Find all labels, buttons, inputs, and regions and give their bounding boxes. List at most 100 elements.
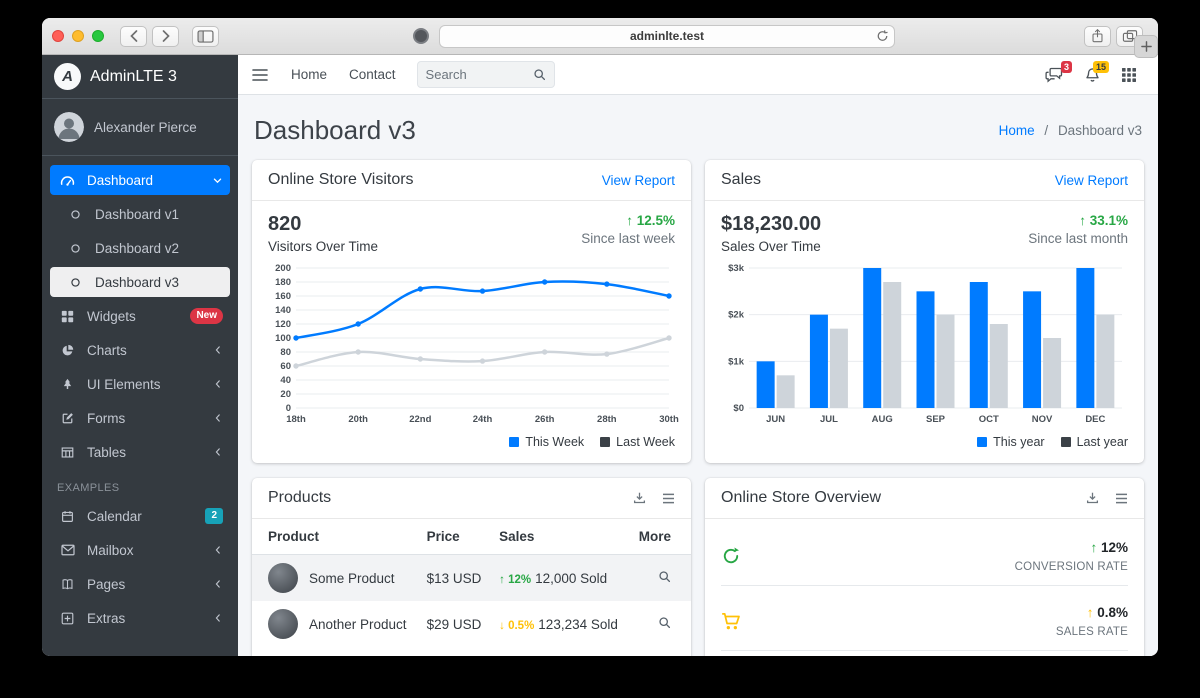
visitors-delta: ↑ 12.5% [626, 213, 675, 228]
view-report-link[interactable]: View Report [601, 172, 675, 188]
calendar-count-badge: 2 [205, 508, 223, 524]
widgets-new-badge: New [190, 308, 223, 324]
refresh-icon [721, 546, 741, 566]
sales-stats: $18,230.00 Sales Over Time ↑ 33.1% Since… [721, 213, 1128, 254]
sidebar-item-calendar[interactable]: Calendar 2 [50, 501, 230, 531]
sidebar-item-forms[interactable]: Forms [50, 403, 230, 433]
user-panel[interactable]: Alexander Pierce [42, 99, 238, 156]
edit-icon [57, 412, 78, 425]
view-report-link[interactable]: View Report [1054, 172, 1128, 188]
column-header: Sales [491, 519, 630, 555]
reload-icon[interactable] [876, 29, 889, 43]
cards-row-1: Online Store Visitors View Report 820 Vi… [252, 160, 1144, 463]
notifications-button[interactable]: 15 [1085, 60, 1109, 83]
sidebar-item-pages[interactable]: Pages [50, 569, 230, 599]
circle-icon [65, 209, 86, 220]
overview-card-body: ↑ 12% CONVERSION RATE ↑ 0.8% [705, 519, 1144, 656]
sidebar-item-dashboard-v1[interactable]: Dashboard v1 [50, 199, 230, 229]
sidebar-item-dashboard[interactable]: Dashboard [50, 165, 230, 195]
chevron-down-icon [212, 175, 223, 186]
search-icon[interactable] [533, 68, 546, 81]
visitors-card-header: Online Store Visitors View Report [252, 160, 691, 201]
book-icon [57, 578, 78, 591]
circle-icon [65, 243, 86, 254]
breadcrumb-home-link[interactable]: Home [998, 123, 1035, 138]
messages-button[interactable]: 3 [1045, 60, 1072, 83]
visitors-legend: This Week Last Week [268, 435, 675, 449]
product-search-icon[interactable] [658, 616, 671, 629]
hamburger-menu-icon[interactable] [252, 68, 268, 82]
gauge-icon [57, 173, 78, 188]
sidebar-item-charts[interactable]: Charts [50, 335, 230, 365]
navbar-search [416, 61, 555, 88]
sidebar-item-tables[interactable]: Tables [50, 437, 230, 467]
bars-menu-icon[interactable] [662, 493, 675, 504]
sales-delta: ↑ 33.1% [1079, 213, 1128, 228]
sidebar-item-label: Extras [87, 610, 126, 626]
sidebar-nav: Dashboard Dashboard v1 Dashboard v2 [42, 156, 238, 656]
forward-button[interactable] [152, 25, 179, 47]
search-input[interactable] [425, 67, 533, 82]
brand-link[interactable]: A AdminLTE 3 [42, 55, 238, 99]
grid-menu-button[interactable] [1122, 67, 1136, 82]
new-tab-button[interactable] [1134, 35, 1158, 58]
visitors-delta-note: Since last week [581, 231, 675, 246]
svg-text:100: 100 [275, 333, 291, 344]
svg-text:20: 20 [280, 389, 291, 400]
sidebar-item-mailbox[interactable]: Mailbox [50, 535, 230, 565]
svg-text:JUN: JUN [766, 414, 785, 425]
product-price: $29 USD [426, 616, 482, 632]
product-image [268, 563, 298, 593]
sidebar-item-ui-elements[interactable]: UI Elements [50, 369, 230, 399]
svg-text:60: 60 [280, 361, 291, 372]
cards-row-2: Products [252, 478, 1144, 656]
svg-text:SEP: SEP [926, 414, 946, 425]
svg-text:$0: $0 [733, 403, 744, 414]
sidebar-item-widgets[interactable]: Widgets New [50, 301, 230, 331]
chevron-left-icon [213, 413, 223, 423]
download-icon[interactable] [633, 491, 646, 505]
svg-text:200: 200 [275, 263, 291, 274]
navbar-link-contact[interactable]: Contact [349, 67, 396, 82]
tree-icon [57, 378, 78, 391]
sidebar-item-dashboard-v3[interactable]: Dashboard v3 [50, 267, 230, 297]
svg-text:28th: 28th [597, 414, 617, 425]
product-cell: Some Product [268, 563, 411, 593]
chevron-left-icon [213, 579, 223, 589]
chevron-left-icon [213, 545, 223, 555]
product-price: $13 USD [426, 570, 482, 586]
site-privacy-icon[interactable] [413, 28, 429, 44]
close-window-button[interactable] [52, 30, 64, 42]
messages-badge: 3 [1060, 60, 1072, 74]
legend-swatch [1060, 437, 1071, 447]
navbar-link-home[interactable]: Home [291, 67, 328, 82]
minimize-window-button[interactable] [72, 30, 84, 42]
sidebar-item-extras[interactable]: Extras [50, 603, 230, 633]
adminlte-app: A AdminLTE 3 Alexander Pierce Dashboard [42, 55, 1158, 656]
sidebar-toggle-icon[interactable] [192, 25, 219, 47]
legend-item: This Week [509, 435, 584, 449]
svg-text:120: 120 [275, 319, 291, 330]
download-icon[interactable] [1086, 491, 1099, 505]
product-search-icon[interactable] [658, 570, 671, 583]
zoom-window-button[interactable] [92, 30, 104, 42]
chevron-left-icon [213, 447, 223, 457]
legend-item: Last Week [600, 435, 675, 449]
sidebar-item-dashboard-v2[interactable]: Dashboard v2 [50, 233, 230, 263]
svg-text:NOV: NOV [1032, 414, 1053, 425]
svg-text:140: 140 [275, 305, 291, 316]
content-header: Dashboard v3 Home / Dashboard v3 [252, 103, 1144, 160]
address-bar[interactable]: adminlte.test [439, 24, 895, 48]
card-title: Sales [721, 171, 762, 188]
sidebar-item-label: Dashboard [87, 172, 154, 188]
svg-text:JUL: JUL [820, 414, 838, 425]
bars-menu-icon[interactable] [1115, 493, 1128, 504]
card-title: Products [268, 489, 332, 506]
sales-card-header: Sales View Report [705, 160, 1144, 201]
share-button[interactable] [1084, 25, 1111, 47]
window-controls [52, 30, 104, 42]
svg-text:$3k: $3k [728, 263, 745, 274]
back-button[interactable] [120, 25, 147, 47]
svg-text:0: 0 [286, 403, 291, 414]
sidebar-item-label: UI Elements [87, 376, 161, 392]
